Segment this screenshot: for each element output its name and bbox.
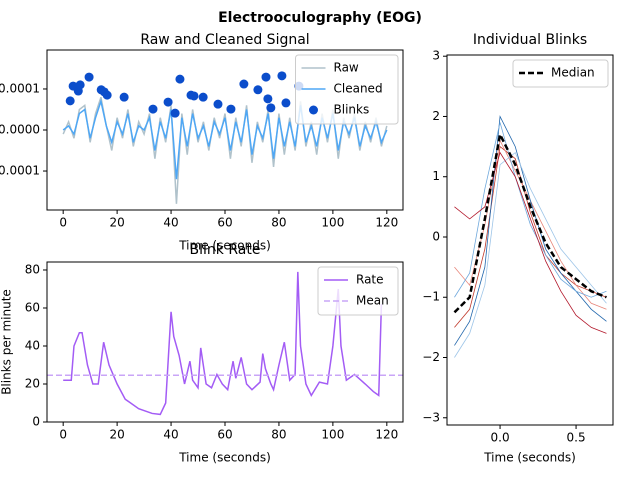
series-line [63, 271, 383, 416]
blink-point [213, 99, 223, 109]
y-tick-label: 20 [25, 376, 40, 390]
x-axis-label: Time (seconds) [178, 451, 271, 465]
y-tick-label: 3 [432, 49, 440, 63]
legend-marker [309, 105, 318, 115]
y-tick-label: 2 [432, 109, 440, 123]
legend-label: Cleaned [334, 82, 383, 96]
x-tick-label: 100 [321, 428, 344, 442]
x-tick-label: 20 [109, 216, 124, 230]
subplot-title: Raw and Cleaned Signal [140, 32, 309, 48]
legend-box [512, 59, 609, 88]
legend-label: Blinks [334, 103, 370, 117]
blink-point [163, 97, 173, 107]
y-tick-label: −2 [422, 350, 440, 364]
blink-point [253, 85, 263, 95]
blink-point [226, 104, 236, 114]
blink-point [281, 98, 291, 108]
blink-point [261, 72, 271, 82]
y-tick-label: −0.0001 [0, 164, 40, 178]
y-tick-label: 1 [432, 169, 440, 183]
x-tick-label: 0 [59, 428, 67, 442]
figure-title: Electrooculography (EOG) [218, 10, 422, 26]
blink-point [239, 79, 249, 89]
blink-point [198, 92, 208, 102]
x-tick-label: 100 [321, 216, 344, 230]
x-tick-label: 80 [271, 216, 286, 230]
series-line [454, 151, 607, 334]
y-tick-label: 0 [432, 229, 440, 243]
y-axis-label: Blinks per minute [0, 289, 14, 395]
x-tick-label: 120 [375, 428, 398, 442]
series-line [454, 145, 607, 328]
axes-frame [46, 261, 404, 423]
blink-point [75, 80, 85, 90]
x-axis-label: Time (seconds) [483, 451, 576, 465]
blink-point [170, 108, 180, 118]
blink-point [189, 91, 199, 101]
x-tick-label: 20 [109, 428, 124, 442]
series-line [454, 151, 607, 358]
y-tick-label: 0.0001 [0, 81, 40, 95]
legend-label: Raw [334, 61, 359, 75]
blink-point [148, 104, 158, 114]
subplot-title: Blink Rate [190, 242, 261, 258]
series-line [454, 115, 607, 346]
y-tick-label: −1 [422, 290, 440, 304]
blink-point [65, 96, 75, 106]
y-tick-label: 40 [25, 338, 40, 352]
x-axis-label: Time (seconds) [178, 239, 271, 253]
x-tick-label: 60 [217, 216, 232, 230]
legend-label: Median [551, 66, 595, 80]
x-tick-label: 0.5 [567, 431, 586, 445]
x-tick-label: 40 [163, 428, 178, 442]
blink-point [277, 71, 287, 81]
x-tick-label: 40 [163, 216, 178, 230]
series-line [454, 122, 607, 298]
legend-box [295, 54, 399, 125]
x-tick-label: 0.0 [491, 431, 510, 445]
blink-point [102, 90, 112, 100]
y-tick-label: 80 [25, 262, 40, 276]
y-tick-label: 0.0000 [0, 123, 40, 137]
axes-frame [446, 54, 614, 426]
blink-point [119, 92, 129, 102]
legend-box [317, 266, 399, 316]
axes-frame [46, 49, 404, 211]
series-line [453, 130, 607, 314]
x-tick-label: 120 [375, 216, 398, 230]
y-tick-label: 60 [25, 300, 40, 314]
x-tick-label: 0 [59, 216, 67, 230]
blink-point [175, 74, 185, 84]
blink-point [266, 103, 276, 113]
x-tick-label: 60 [217, 428, 232, 442]
subplot-title: Individual Blinks [473, 32, 587, 48]
blink-point [263, 94, 273, 104]
blink-point [84, 72, 94, 82]
legend-label: Mean [356, 294, 389, 308]
y-tick-label: 0 [32, 415, 40, 429]
x-tick-label: 80 [271, 428, 286, 442]
y-tick-label: −3 [422, 410, 440, 424]
legend-label: Rate [356, 273, 384, 287]
